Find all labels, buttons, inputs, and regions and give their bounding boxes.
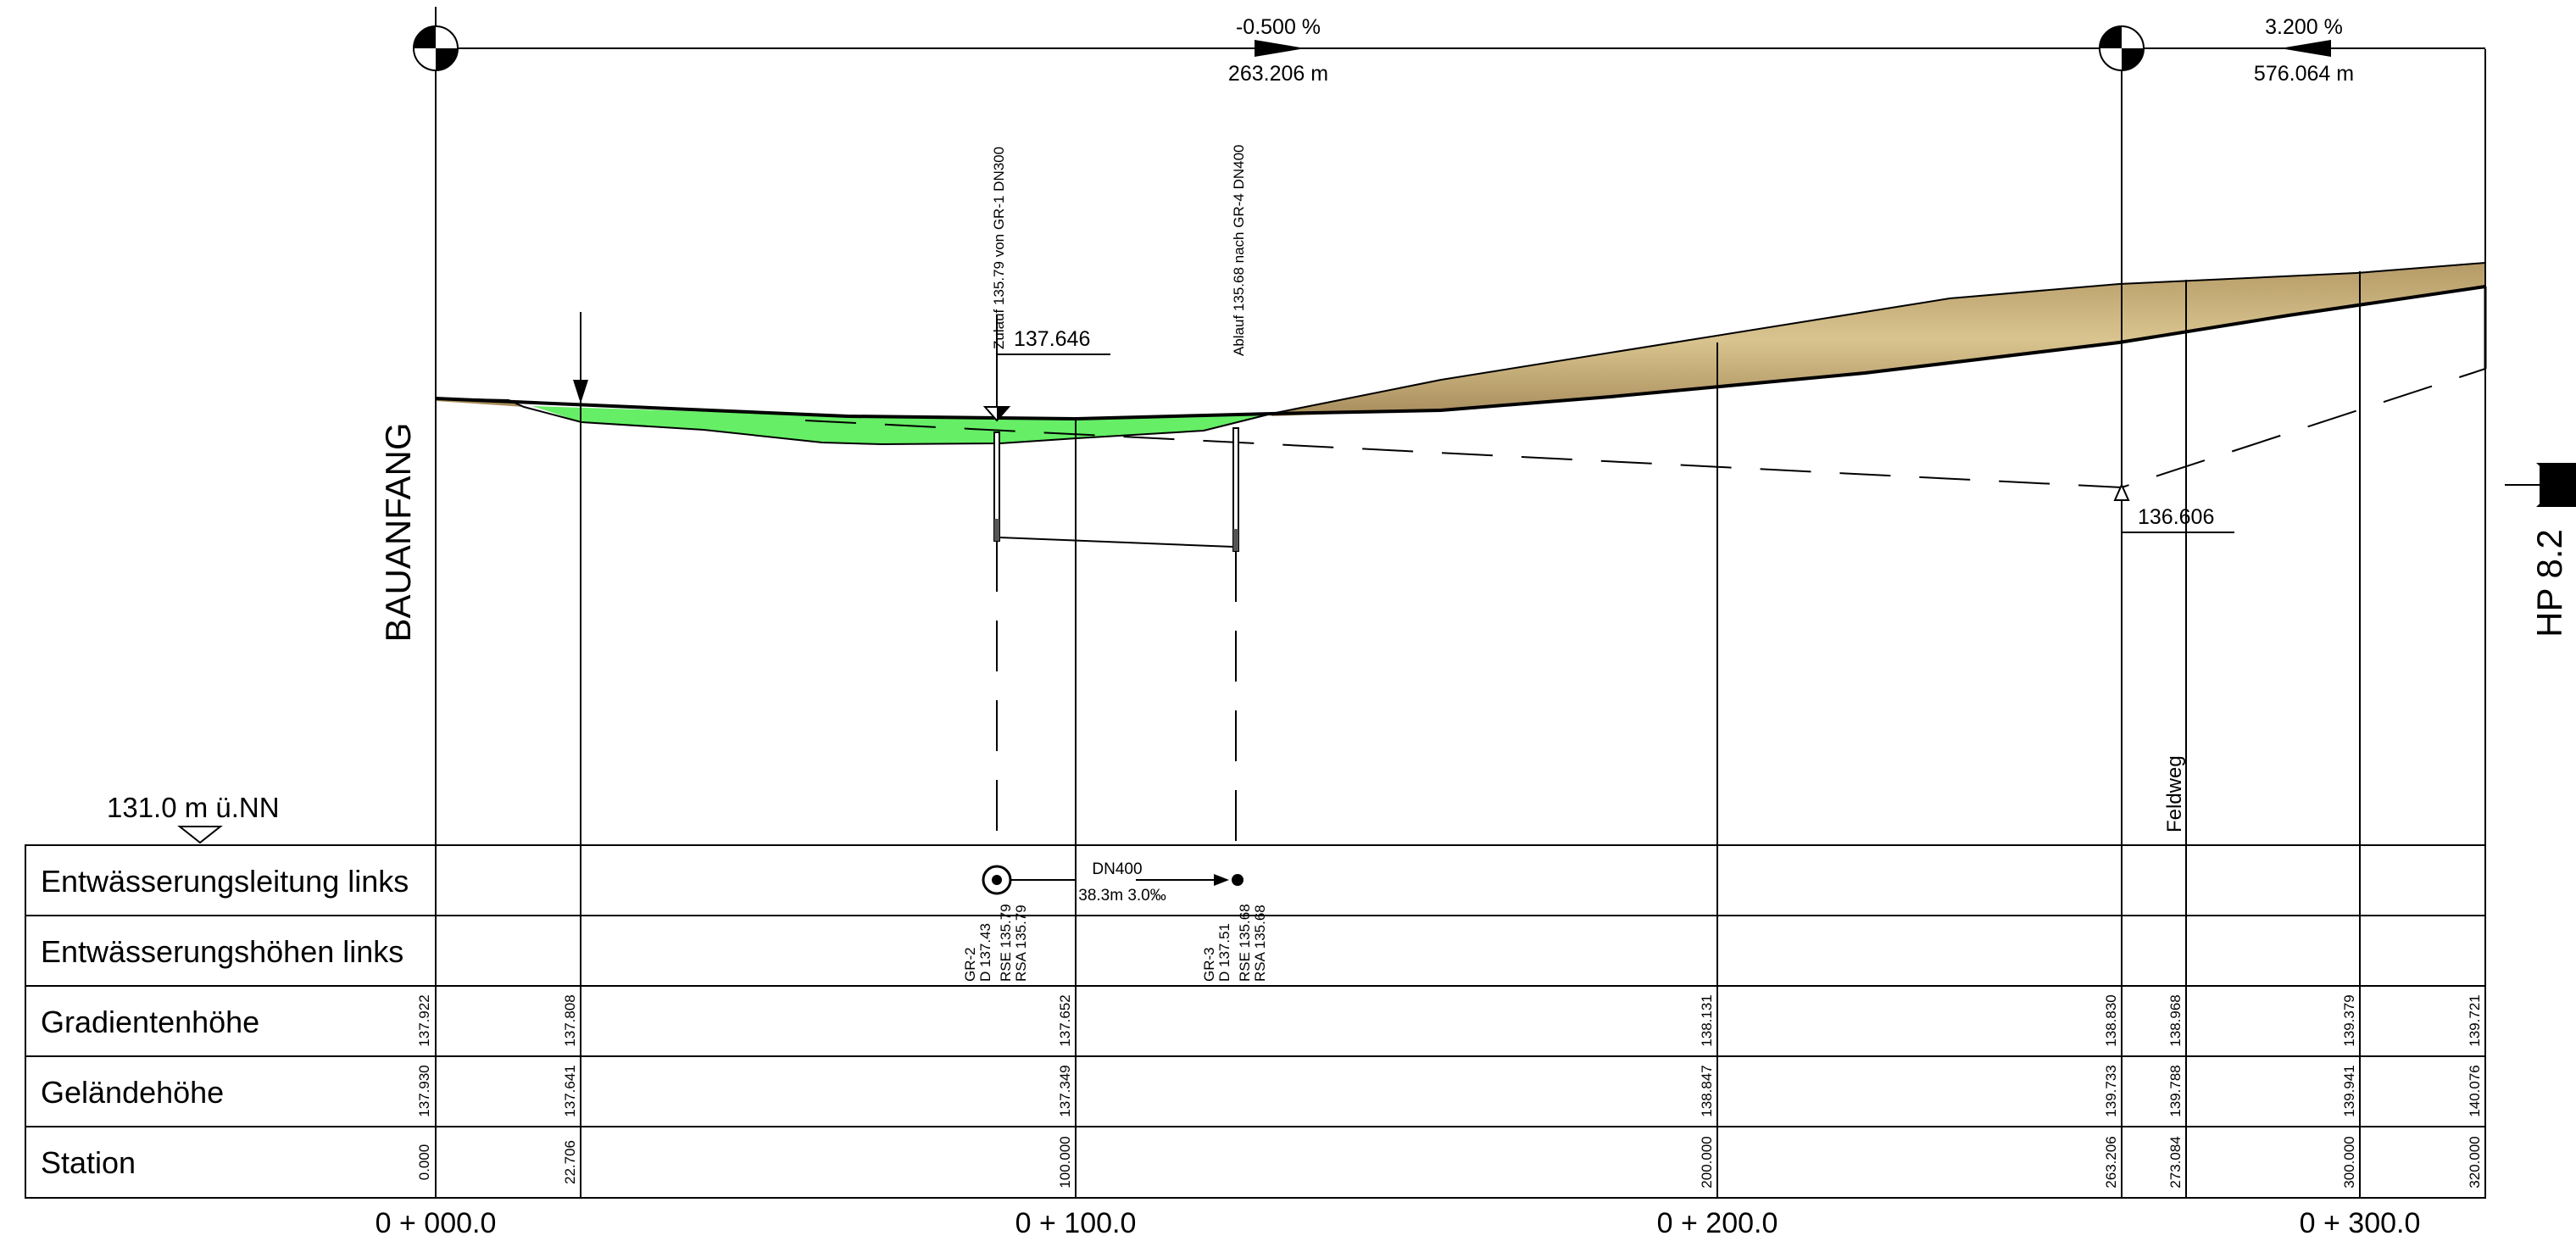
manhole-name-gr3: GR-3 [1201, 947, 1217, 982]
band-label-drain-heights: Entwässerungshöhen links [41, 934, 403, 969]
slope-percent-2: 3.200 % [2265, 15, 2343, 39]
terrain-value: 139.788 [2167, 1065, 2184, 1116]
gradient-value: 137.808 [562, 994, 578, 1046]
station-axis-label: 0 + 100.0 [1015, 1207, 1137, 1239]
start-label: BAUANFANG [378, 422, 418, 642]
manhole-rsa-gr3: RSA 135.68 [1252, 905, 1268, 982]
terrain-value: 138.847 [1699, 1065, 1715, 1116]
grade-break-symbol-pvi [2099, 25, 2145, 71]
terrain-value: 137.349 [1057, 1065, 1073, 1116]
pipe-band-symbol [982, 865, 1243, 895]
station-value: 273.084 [2167, 1136, 2184, 1188]
pipe-size-label: DN400 [1092, 860, 1142, 878]
data-band-table [25, 844, 2486, 1199]
pipe-info-label: 38.3m 3.0‰ [1078, 887, 1166, 905]
station-value: 263.206 [2103, 1136, 2119, 1188]
station-axis-label: 0 + 000.0 [376, 1207, 497, 1239]
outlet-note: Ablauf 135.68 nach GR-4 DN400 [1231, 145, 1247, 357]
manhole-name-gr2: GR-2 [962, 947, 978, 982]
terrain-value: 139.733 [2103, 1065, 2119, 1116]
slope-percent-1: -0.500 % [1236, 15, 1321, 39]
gradient-value: 139.379 [2341, 994, 2357, 1046]
terrain-value: 140.076 [2467, 1065, 2483, 1116]
datum-triangle [177, 826, 223, 844]
band-label-gradient: Gradientenhöhe [41, 1005, 259, 1039]
manhole-rse-gr3: RSE 135.68 [1237, 904, 1253, 982]
datum-label: 131.0 m ü.NN [107, 792, 280, 823]
start-arrow [573, 312, 588, 404]
terrain-value: 139.941 [2341, 1065, 2357, 1116]
station-value: 320.000 [2467, 1136, 2483, 1188]
gradient-line [435, 285, 2486, 421]
manhole-rse-gr2: RSE 135.79 [998, 904, 1014, 982]
slope-arrow-right [1255, 40, 1305, 57]
band-label-terrain: Geländehöhe [41, 1075, 224, 1110]
gradient-value: 137.652 [1057, 994, 1073, 1046]
slope-arrow-left [2280, 40, 2331, 57]
station-axis-label: 0 + 200.0 [1657, 1207, 1778, 1239]
station-value: 100.000 [1057, 1136, 1073, 1188]
terrain-value: 137.641 [562, 1065, 578, 1116]
slope-length-1: 263.206 m [1228, 62, 1328, 86]
station-value: 0.000 [416, 1144, 432, 1181]
station-value: 22.706 [562, 1140, 578, 1184]
manhole-rsa-gr2: RSA 135.79 [1013, 905, 1029, 982]
station-value: 200.000 [1699, 1136, 1715, 1188]
elevation-label-1: 137.646 [1014, 327, 1090, 351]
manhole-gr2-shaft [993, 315, 1000, 852]
fill-area-brown [1271, 263, 2485, 416]
drain-pipe-profile [999, 537, 1234, 548]
slope-length-2: 576.064 m [2254, 62, 2354, 86]
band-label-drain-pipe: Entwässerungsleitung links [41, 864, 409, 899]
terrain-value: 137.930 [416, 1065, 432, 1116]
inlet-note: Zulauf 135.79 von GR-1 DN300 [991, 147, 1007, 349]
gradient-value: 138.968 [2167, 994, 2184, 1046]
elevation-marker-1 [982, 354, 1110, 422]
gradient-value: 137.922 [416, 994, 432, 1046]
elevation-marker-2 [2113, 482, 2234, 533]
end-arrow [2505, 463, 2576, 507]
band-label-station: Station [41, 1145, 136, 1180]
manhole-d-gr3: D 137.51 [1216, 923, 1232, 982]
gradient-value: 138.131 [1699, 994, 1715, 1046]
manhole-d-gr2: D 137.43 [977, 923, 993, 982]
elevation-label-2: 136.606 [2138, 505, 2214, 529]
gradient-value: 139.721 [2467, 994, 2483, 1046]
gradient-value: 138.830 [2103, 994, 2119, 1046]
station-axis-label: 0 + 300.0 [2300, 1207, 2421, 1239]
manhole-gr3-shaft [1232, 427, 1239, 852]
station-value: 300.000 [2341, 1136, 2357, 1188]
feldweg-label: Feldweg [2163, 755, 2186, 832]
end-label: HP 8.2 [2529, 529, 2569, 637]
grade-break-symbol-start [413, 25, 459, 71]
